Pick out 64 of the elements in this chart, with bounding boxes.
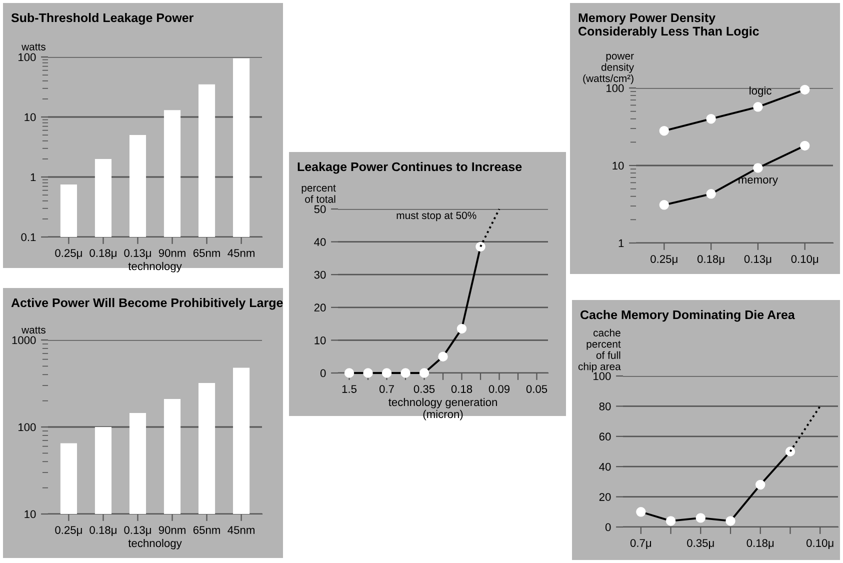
y-tick-label: 20 xyxy=(314,304,326,312)
y-axis-title: power density (watts/cm²) xyxy=(583,54,634,84)
x-tick-label: 0.35 xyxy=(414,385,435,393)
x-tick-label: 90nm xyxy=(158,526,186,534)
y-tick-label: 100 xyxy=(606,84,624,92)
x-tick-label: 45nm xyxy=(228,249,254,257)
x-tick-label: 0.25μ xyxy=(55,249,82,259)
x-tick-label: 0.35μ xyxy=(687,539,714,549)
y-axis-title: cache percent of full chip area xyxy=(578,328,621,372)
y-tick-label: 10 xyxy=(24,510,36,518)
y-axis-title: watts xyxy=(22,326,46,334)
y-tick-label: 60 xyxy=(599,432,611,441)
chart-title: Cache Memory Dominating Die Area xyxy=(580,310,795,322)
y-tick-label: 80 xyxy=(599,402,611,410)
x-tick-label: 0.18μ xyxy=(746,539,774,549)
y-tick-label: 10 xyxy=(612,162,624,170)
x-tick-label: 0.13μ xyxy=(124,249,151,259)
x-tick-label: 0.18μ xyxy=(90,526,116,536)
series-label: memory xyxy=(738,178,778,186)
y-tick-label: 40 xyxy=(314,238,326,246)
chart-title: Sub-Threshold Leakage Power xyxy=(11,13,194,25)
y-tick-label: 100 xyxy=(594,372,611,380)
x-axis-title: technology xyxy=(128,538,182,550)
x-tick-label: 1.5 xyxy=(342,385,357,393)
x-tick-label: 45nm xyxy=(228,526,254,534)
y-tick-label: 1 xyxy=(30,173,36,182)
x-axis-title: technology generation (micron) xyxy=(388,398,497,420)
y-tick-label: 0 xyxy=(605,523,611,532)
y-tick-label: 20 xyxy=(599,493,611,501)
y-tick-label: 10 xyxy=(314,336,326,344)
chart-title: Leakage Power Continues to Increase xyxy=(298,162,522,174)
y-tick-label: 30 xyxy=(314,270,326,279)
x-axis-title: technology xyxy=(128,262,182,272)
x-tick-label: 0.13μ xyxy=(744,255,772,265)
y-tick-label: 1 xyxy=(618,239,624,248)
x-tick-label: 0.05 xyxy=(526,385,548,393)
x-tick-label: 0.25μ xyxy=(650,255,678,265)
chart-title: Memory Power Density Considerably Less Than Logic xyxy=(578,13,759,38)
x-tick-label: 0.7 xyxy=(379,385,394,393)
x-tick-label: 0.18μ xyxy=(90,249,116,259)
x-tick-label: 0.25μ xyxy=(55,526,82,536)
x-tick-label: 0.09 xyxy=(488,385,510,393)
y-tick-label: 0.1 xyxy=(21,233,36,242)
y-tick-label: 100 xyxy=(18,423,36,432)
x-tick-label: 90nm xyxy=(158,249,186,257)
y-tick-label: 40 xyxy=(599,462,611,471)
x-tick-label: 0.13μ xyxy=(124,526,151,536)
x-tick-label: 65nm xyxy=(193,526,220,534)
x-tick-label: 65nm xyxy=(193,249,220,257)
annotation: must stop at 50% xyxy=(396,212,476,222)
y-tick-label: 1000 xyxy=(12,336,36,344)
chart-title: Active Power Will Become Prohibitively Large xyxy=(11,298,283,310)
y-tick-label: 0 xyxy=(320,369,326,378)
x-tick-label: 0.10μ xyxy=(791,255,818,265)
y-tick-label: 50 xyxy=(314,205,326,214)
series-label: logic xyxy=(750,86,772,97)
y-axis-title: percent of total xyxy=(302,184,336,203)
x-tick-label: 0.7μ xyxy=(630,539,652,549)
x-tick-label: 0.10μ xyxy=(806,539,834,549)
y-axis-title: watts xyxy=(22,44,46,50)
x-tick-label: 0.18 xyxy=(451,385,472,393)
y-tick-label: 10 xyxy=(24,113,36,122)
x-tick-label: 0.18μ xyxy=(697,255,724,265)
y-tick-label: 100 xyxy=(18,53,36,62)
